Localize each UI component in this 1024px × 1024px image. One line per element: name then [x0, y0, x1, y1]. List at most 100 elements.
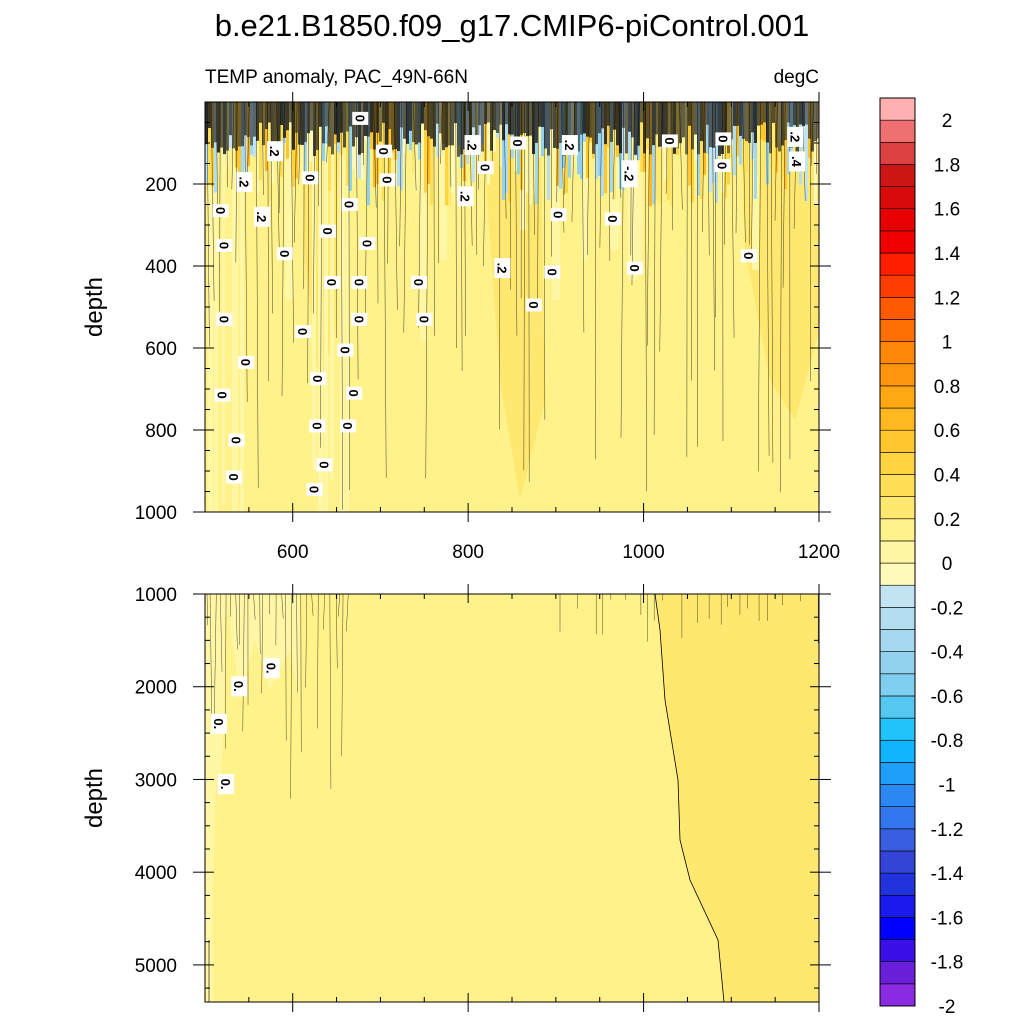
contour-line	[235, 594, 238, 650]
contour-label: 0	[295, 325, 312, 339]
contour-line	[631, 102, 635, 286]
contour-label-box	[494, 258, 511, 279]
surface-contour-density	[757, 102, 760, 126]
contour-line	[281, 594, 284, 619]
surface-contour-density	[802, 102, 805, 126]
contour-label-text: 0	[309, 422, 324, 429]
surface-contour-density	[211, 102, 214, 148]
colorbar-swatch	[879, 806, 916, 830]
surface-contour-density	[736, 102, 739, 126]
surface-contour-density	[496, 102, 499, 133]
contour-label-text: 0	[215, 392, 230, 399]
surface-contour-density	[289, 102, 292, 123]
contour-label-text: 0	[310, 375, 325, 382]
surface-contour-density	[655, 102, 658, 135]
colorbar-swatch	[879, 894, 916, 918]
contour-label-box	[477, 161, 494, 175]
surface-contour-density	[265, 102, 268, 130]
contour-label: 0	[411, 275, 428, 289]
surface-variability	[640, 102, 643, 172]
colorbar-swatch	[879, 208, 916, 232]
surface-contour-density	[517, 102, 520, 142]
contour-line	[550, 102, 552, 257]
contour-line	[425, 102, 429, 479]
contour-line	[802, 102, 806, 201]
colorbar-tick-label: -1.4	[931, 864, 964, 885]
contour-label-box	[351, 312, 368, 326]
surface-contour-density	[778, 102, 781, 152]
contour-label-text: .2	[236, 177, 251, 188]
surface-variability	[655, 102, 658, 199]
cool-streak	[552, 102, 560, 300]
contour-label-box	[214, 388, 231, 402]
surface-contour-density	[742, 102, 745, 139]
surface-contour-density	[694, 102, 697, 135]
colorbar-swatch	[879, 917, 916, 940]
cool-streak	[318, 102, 323, 512]
contour-label-box	[740, 249, 757, 263]
surface-contour-density	[652, 102, 655, 146]
surface-contour-density	[712, 102, 715, 148]
surface-contour-density	[454, 102, 457, 124]
contour-line	[253, 594, 256, 620]
surface-variability	[436, 102, 439, 158]
contour-label-box	[411, 275, 428, 289]
surface-contour-density	[646, 102, 649, 139]
x-tick-label: 600	[277, 542, 309, 563]
surface-contour-density	[430, 102, 433, 139]
contour-line	[774, 102, 778, 221]
contour-label: .2	[561, 135, 578, 156]
contour-line	[707, 102, 710, 256]
contour-label: 0	[544, 265, 561, 279]
contour-line	[654, 594, 725, 1002]
contour-label-text: 0	[351, 279, 366, 286]
surface-variability	[346, 102, 349, 186]
surface-contour-density	[610, 102, 613, 142]
contour-label-text: -.2	[622, 166, 637, 181]
surface-contour-density	[640, 102, 643, 123]
contour-label-text: 0	[277, 250, 292, 257]
surface-contour-density	[313, 102, 316, 156]
surface-contour-density	[388, 102, 391, 130]
surface-contour-density	[805, 102, 808, 125]
surface-contour-density	[766, 102, 769, 143]
colorbar-swatch	[879, 496, 916, 520]
contour-label-text: 0	[229, 437, 244, 444]
colorbar-tick-label: 0.6	[934, 421, 960, 442]
surface-contour-density	[325, 102, 328, 127]
contour-label-text: 0	[376, 148, 391, 155]
contour-line	[261, 594, 263, 694]
surface-contour-density	[688, 102, 691, 126]
contour-label: 0	[319, 224, 336, 238]
surface-contour-density	[427, 102, 430, 137]
surface-contour-density	[490, 102, 493, 151]
contour-label-box	[310, 372, 327, 386]
contour-label: 0	[477, 161, 494, 175]
surface-variability	[244, 102, 247, 186]
surface-contour-density	[760, 102, 763, 125]
surface-contour-density	[592, 102, 595, 154]
colorbar-swatch	[879, 850, 916, 874]
surface-contour-density	[445, 102, 448, 148]
contour-label-box	[661, 134, 678, 148]
contour-line	[770, 102, 774, 463]
surface-variability	[280, 102, 283, 178]
contour-label-box	[621, 160, 638, 188]
surface-variability	[499, 102, 502, 167]
surface-contour-density	[418, 102, 421, 143]
contour-label-text: 0	[550, 211, 565, 218]
surface-variability	[529, 102, 532, 205]
surface-variability	[430, 102, 433, 205]
contour-line	[211, 102, 215, 301]
surface-contour-density	[550, 102, 553, 130]
contour-line	[377, 102, 379, 304]
contour-line	[413, 102, 417, 191]
contour-label-text: 0	[359, 240, 374, 247]
contour-line	[595, 102, 597, 460]
surface-contour-density	[253, 102, 256, 137]
surface-contour-density	[685, 102, 688, 155]
surface-contour-density	[331, 102, 334, 155]
surface-contour-density	[607, 102, 610, 126]
contour-label-text: .2	[254, 211, 269, 222]
cool-streak	[330, 102, 334, 480]
